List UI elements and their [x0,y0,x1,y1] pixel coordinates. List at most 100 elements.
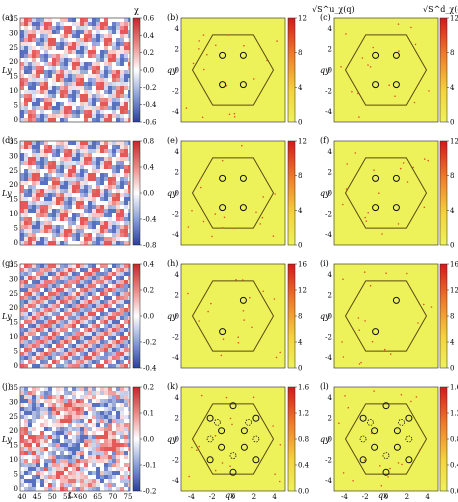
field-cell [116,455,120,459]
field-cell [88,288,92,292]
field-cell [28,205,32,209]
field-cell [100,348,104,352]
field-cell [56,70,60,74]
field-cell [40,264,44,268]
field-cell [48,455,52,459]
field-cell [92,479,96,483]
field-cell [44,26,48,30]
field-cell [112,229,116,233]
field-cell [36,169,40,173]
field-cell [128,173,130,177]
field-cell [112,292,116,296]
field-cell [92,336,96,340]
field-cell [100,300,104,304]
field-cell [116,292,120,296]
field-cell [124,229,128,233]
field-cell [32,229,36,233]
spectral-speck [352,480,354,482]
spectral-speck [272,235,275,237]
field-cell [88,217,92,221]
colorbar-tick-label: 4 [450,207,455,215]
field-cell [104,292,108,296]
field-cell [40,312,44,316]
field-cell [24,94,28,98]
spectral-speck [389,467,391,470]
field-cell [88,328,92,332]
bragg-peak-marker [229,468,237,476]
field-cell [116,241,120,245]
field-cell [96,300,100,304]
field-cell [68,157,72,161]
field-cell [56,447,60,451]
field-cell [52,463,56,467]
bragg-peak-marker [371,443,379,451]
field-cell [64,403,68,407]
field-cell [52,423,56,427]
field-cell [60,352,64,356]
field-cell [60,487,64,491]
field-cell [32,66,36,70]
field-cell [44,328,48,332]
field-cell [124,98,128,102]
field-cell [48,193,52,197]
field-cell [36,118,40,122]
spectral-speck [253,78,255,80]
field-cell [36,308,40,312]
colorbar-tick-label: 1.2 [298,410,309,418]
field-cell [100,173,104,177]
field-cell [24,38,28,42]
colorbar-tick-label: 16 [298,261,307,269]
field-cell [116,233,120,237]
field-cell [68,78,72,82]
panel-label: (c) [320,13,331,22]
field-cell [68,443,72,447]
field-cell [48,387,52,391]
field-cell [108,344,112,348]
field-cell [128,395,130,399]
field-cell [84,173,88,177]
field-cell [44,50,48,54]
field-cell [40,237,44,241]
field-cell [128,407,130,411]
field-cell [72,459,76,463]
field-cell [60,106,64,110]
field-cell [92,177,96,181]
y-tick-label: 10 [9,333,18,341]
field-cell [88,280,92,284]
field-cell [112,463,116,467]
field-cell [80,213,84,217]
field-cell [92,324,96,328]
field-cell [48,189,52,193]
field-cell [64,237,68,241]
spectral-speck [430,306,433,308]
field-cell [84,110,88,114]
field-cell [20,272,24,276]
spectral-speck [357,92,359,95]
field-cell [68,185,72,189]
field-cell [96,276,100,280]
field-cell [64,106,68,110]
colorbar-tick-label: 12 [450,287,458,295]
field-cell [112,407,116,411]
field-cell [68,26,72,30]
colorbar [132,140,141,246]
field-cell [84,332,88,336]
field-cell [104,161,108,165]
field-cell [56,42,60,46]
field-cell [116,276,120,280]
field-cell [80,169,84,173]
bragg-peak-marker [219,81,227,89]
field-cell [108,82,112,86]
field-cell [104,42,108,46]
field-cell [112,114,116,118]
field-cell [100,161,104,165]
field-cell [88,443,92,447]
field-cell [24,284,28,288]
field-cell [104,304,108,308]
field-cell [44,304,48,308]
field-cell [68,272,72,276]
field-cell [96,94,100,98]
field-cell [96,348,100,352]
field-cell [20,356,24,360]
field-cell [44,356,48,360]
